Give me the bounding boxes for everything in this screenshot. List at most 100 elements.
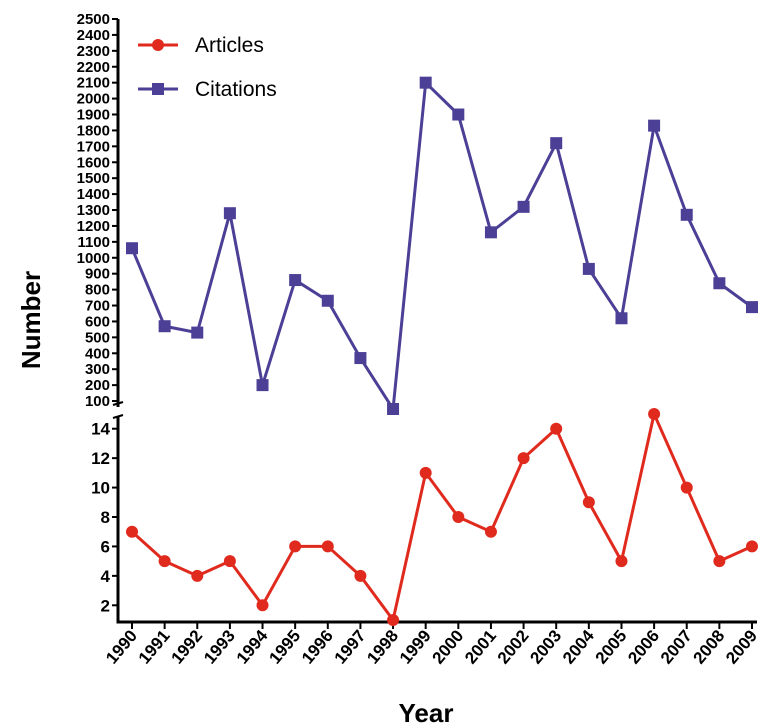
- x-tick-label: 1994: [233, 626, 272, 668]
- y-tick-label: 2500: [77, 11, 110, 28]
- y-tick-label: 1700: [77, 138, 110, 155]
- axis-break-mark: [112, 401, 124, 406]
- y-tick-label: 2200: [77, 59, 110, 76]
- articles-point: [648, 408, 661, 420]
- citations-point: [321, 294, 334, 307]
- series-layer: [126, 76, 758, 626]
- articles-point: [615, 555, 628, 568]
- citations-point: [223, 207, 236, 220]
- y-tick-label: 12: [91, 449, 110, 468]
- articles-point: [680, 481, 693, 494]
- axes: [112, 19, 757, 624]
- y-tick-label: 1100: [77, 234, 110, 251]
- y-tick-label: 900: [85, 266, 110, 283]
- citations-point: [484, 226, 497, 239]
- y-tick-label: 600: [85, 313, 110, 330]
- citations-point: [452, 108, 465, 121]
- articles-point: [191, 569, 204, 582]
- y-tick-label: 8: [101, 508, 110, 527]
- y-tick-label: 1500: [77, 170, 110, 187]
- x-tick-label: 1993: [200, 626, 239, 667]
- legend-label-articles: Articles: [195, 34, 264, 57]
- y-tick-label: 10: [91, 479, 110, 498]
- y-tick-label: 2000: [77, 91, 110, 108]
- citations-point: [680, 208, 693, 221]
- articles-point: [550, 422, 563, 435]
- citations-point: [191, 326, 204, 339]
- articles-point: [713, 555, 726, 568]
- citations-point: [354, 352, 367, 365]
- citations-point: [158, 320, 171, 333]
- y-axis-title: Number: [16, 271, 46, 369]
- x-tick-label: 1991: [135, 626, 174, 667]
- articles-point: [126, 525, 138, 538]
- y-tick-label: 2300: [77, 43, 110, 60]
- y-tick-label: 1400: [77, 186, 110, 203]
- citations-point: [289, 274, 302, 287]
- x-tick-label: 2000: [429, 626, 468, 667]
- legend-label-citations: Citations: [195, 78, 277, 101]
- legend-item-citations: Citations: [138, 78, 277, 101]
- x-tick-label: 1997: [331, 626, 370, 667]
- articles-point: [256, 599, 269, 612]
- legend-marker-articles: [152, 39, 164, 51]
- x-tick-label: 2001: [461, 626, 500, 667]
- x-tick-label: 2004: [559, 626, 598, 668]
- x-tick-label: 2003: [526, 626, 565, 667]
- y-tick-label: 4: [101, 567, 111, 586]
- articles-point: [746, 540, 758, 553]
- articles-point: [484, 525, 497, 538]
- x-tick-label: 2007: [657, 626, 696, 667]
- x-tick-label: 1996: [298, 626, 337, 667]
- legend-marker-citations: [152, 83, 164, 95]
- x-axis: 1990199119921993199419951996199719981999…: [102, 622, 759, 668]
- y-tick-label: 800: [85, 282, 110, 299]
- y-tick-label: 1200: [77, 218, 110, 235]
- y-tick-label: 2: [101, 596, 110, 615]
- citations-point: [256, 379, 269, 392]
- y-tick-label: 200: [85, 377, 110, 394]
- articles-point: [223, 555, 236, 568]
- articles-y-axis: 2 4 6 8 10 12 14: [91, 420, 118, 615]
- y-tick-label: 1300: [77, 202, 110, 219]
- articles-point: [289, 540, 302, 553]
- x-tick-label: 2008: [690, 626, 729, 667]
- x-tick-label: 1998: [363, 626, 402, 667]
- y-tick-label: 300: [85, 361, 110, 378]
- x-tick-label: 1995: [265, 626, 304, 667]
- articles-point: [452, 511, 465, 523]
- articles-line: [130, 412, 753, 622]
- y-tick-label: 1800: [77, 122, 110, 139]
- citations-point: [648, 119, 661, 132]
- legend: Articles Citations: [138, 34, 277, 101]
- articles-point: [354, 569, 367, 582]
- articles-point: [517, 452, 530, 465]
- citations-point: [126, 242, 138, 255]
- citations-point: [550, 137, 563, 150]
- x-tick-label: 2006: [624, 626, 663, 667]
- citations-point: [746, 301, 758, 314]
- x-tick-label: 1999: [396, 626, 435, 667]
- citations-point: [419, 76, 432, 89]
- y-tick-label: 100: [85, 393, 110, 410]
- y-tick-label: 2400: [77, 27, 110, 44]
- citations-point: [517, 200, 530, 213]
- citations-y-axis: 1002003004005006007008009001000110012001…: [77, 11, 118, 410]
- articles-point: [419, 466, 432, 479]
- citations-line: [130, 81, 753, 411]
- articles-point: [582, 496, 595, 509]
- x-tick-label: 2002: [494, 626, 533, 667]
- y-tick-label: 700: [85, 298, 110, 315]
- y-tick-label: 2100: [77, 75, 110, 92]
- y-tick-label: 400: [85, 345, 110, 362]
- y-tick-label: 500: [85, 329, 110, 346]
- articles-point: [387, 614, 400, 626]
- x-axis-title: Year: [399, 698, 454, 727]
- x-tick-label: 2009: [722, 626, 759, 667]
- articles-point: [321, 540, 334, 553]
- citations-point: [615, 312, 628, 325]
- articles-point: [158, 555, 171, 568]
- y-tick-label: 6: [101, 537, 110, 556]
- x-tick-label: 2005: [592, 626, 631, 667]
